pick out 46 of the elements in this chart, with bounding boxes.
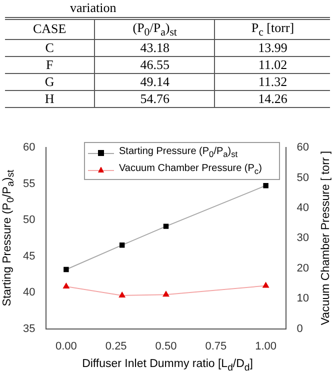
point <box>119 242 125 248</box>
text: 46.55 <box>94 56 215 74</box>
x-tick-label: 0.50 <box>155 340 177 352</box>
point <box>262 282 269 288</box>
point <box>63 283 70 289</box>
point <box>163 224 169 229</box>
y-tick-label: 50 <box>22 214 36 226</box>
x-tick-label: 0.25 <box>105 340 127 352</box>
text: 14.26 <box>214 90 330 108</box>
x-tick-label: 0.00 <box>55 340 77 352</box>
text: 43.18 <box>94 39 215 56</box>
text: (P$_{0}$/P$_{a}$)$_{st}$ <box>94 18 215 40</box>
y-tick-label: 45 <box>22 250 36 262</box>
y2-tick-label: 30 <box>296 232 310 244</box>
y2-tick-label: 60 <box>296 142 310 154</box>
y2-tick-label: 50 <box>296 172 310 184</box>
point <box>64 266 69 272</box>
legend-label: Vacuum Chamber Pressure (P$_{c}$) <box>119 163 262 176</box>
y2-tick-label: 40 <box>296 202 310 214</box>
x-tick-label: 0.75 <box>205 340 227 352</box>
y2-axis-title: Vacuum Chamber Pressure [ torr ] <box>320 150 332 326</box>
text: CASE <box>5 18 95 40</box>
point <box>162 291 170 297</box>
x-axis-title: Diffuser Inlet Dummy ratio [L$_{d}$/D$_{d}$] <box>81 358 254 374</box>
text: variation <box>70 0 116 16</box>
text: C <box>5 39 95 56</box>
text: P$_{c}$ [torr] <box>214 18 330 40</box>
text: 54.76 <box>94 90 215 108</box>
text: F <box>5 56 95 74</box>
point <box>263 182 268 188</box>
text: 11.32 <box>214 73 330 90</box>
text: 49.14 <box>94 73 215 90</box>
y-tick-label: 55 <box>22 178 36 190</box>
text: 11.02 <box>214 56 330 74</box>
text: G <box>5 73 95 90</box>
point <box>118 292 126 298</box>
y-tick-label: 35 <box>22 322 36 335</box>
y-tick-label: 60 <box>22 142 36 154</box>
y2-tick-label: 20 <box>296 262 310 274</box>
legend-label: Starting Pressure (P$_{0}$/P$_{a}$)$_{st}$ <box>119 146 238 159</box>
text: 13.99 <box>214 39 330 56</box>
x-tick-label: 1.00 <box>255 340 277 352</box>
y2-tick-label: 10 <box>296 292 310 305</box>
y-tick-label: 40 <box>22 286 36 299</box>
y2-tick-label: 0 <box>296 322 303 335</box>
text: H <box>5 90 95 108</box>
